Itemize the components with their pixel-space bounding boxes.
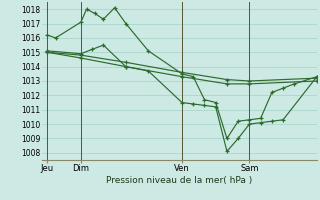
X-axis label: Pression niveau de la mer( hPa ): Pression niveau de la mer( hPa ) bbox=[106, 176, 252, 185]
